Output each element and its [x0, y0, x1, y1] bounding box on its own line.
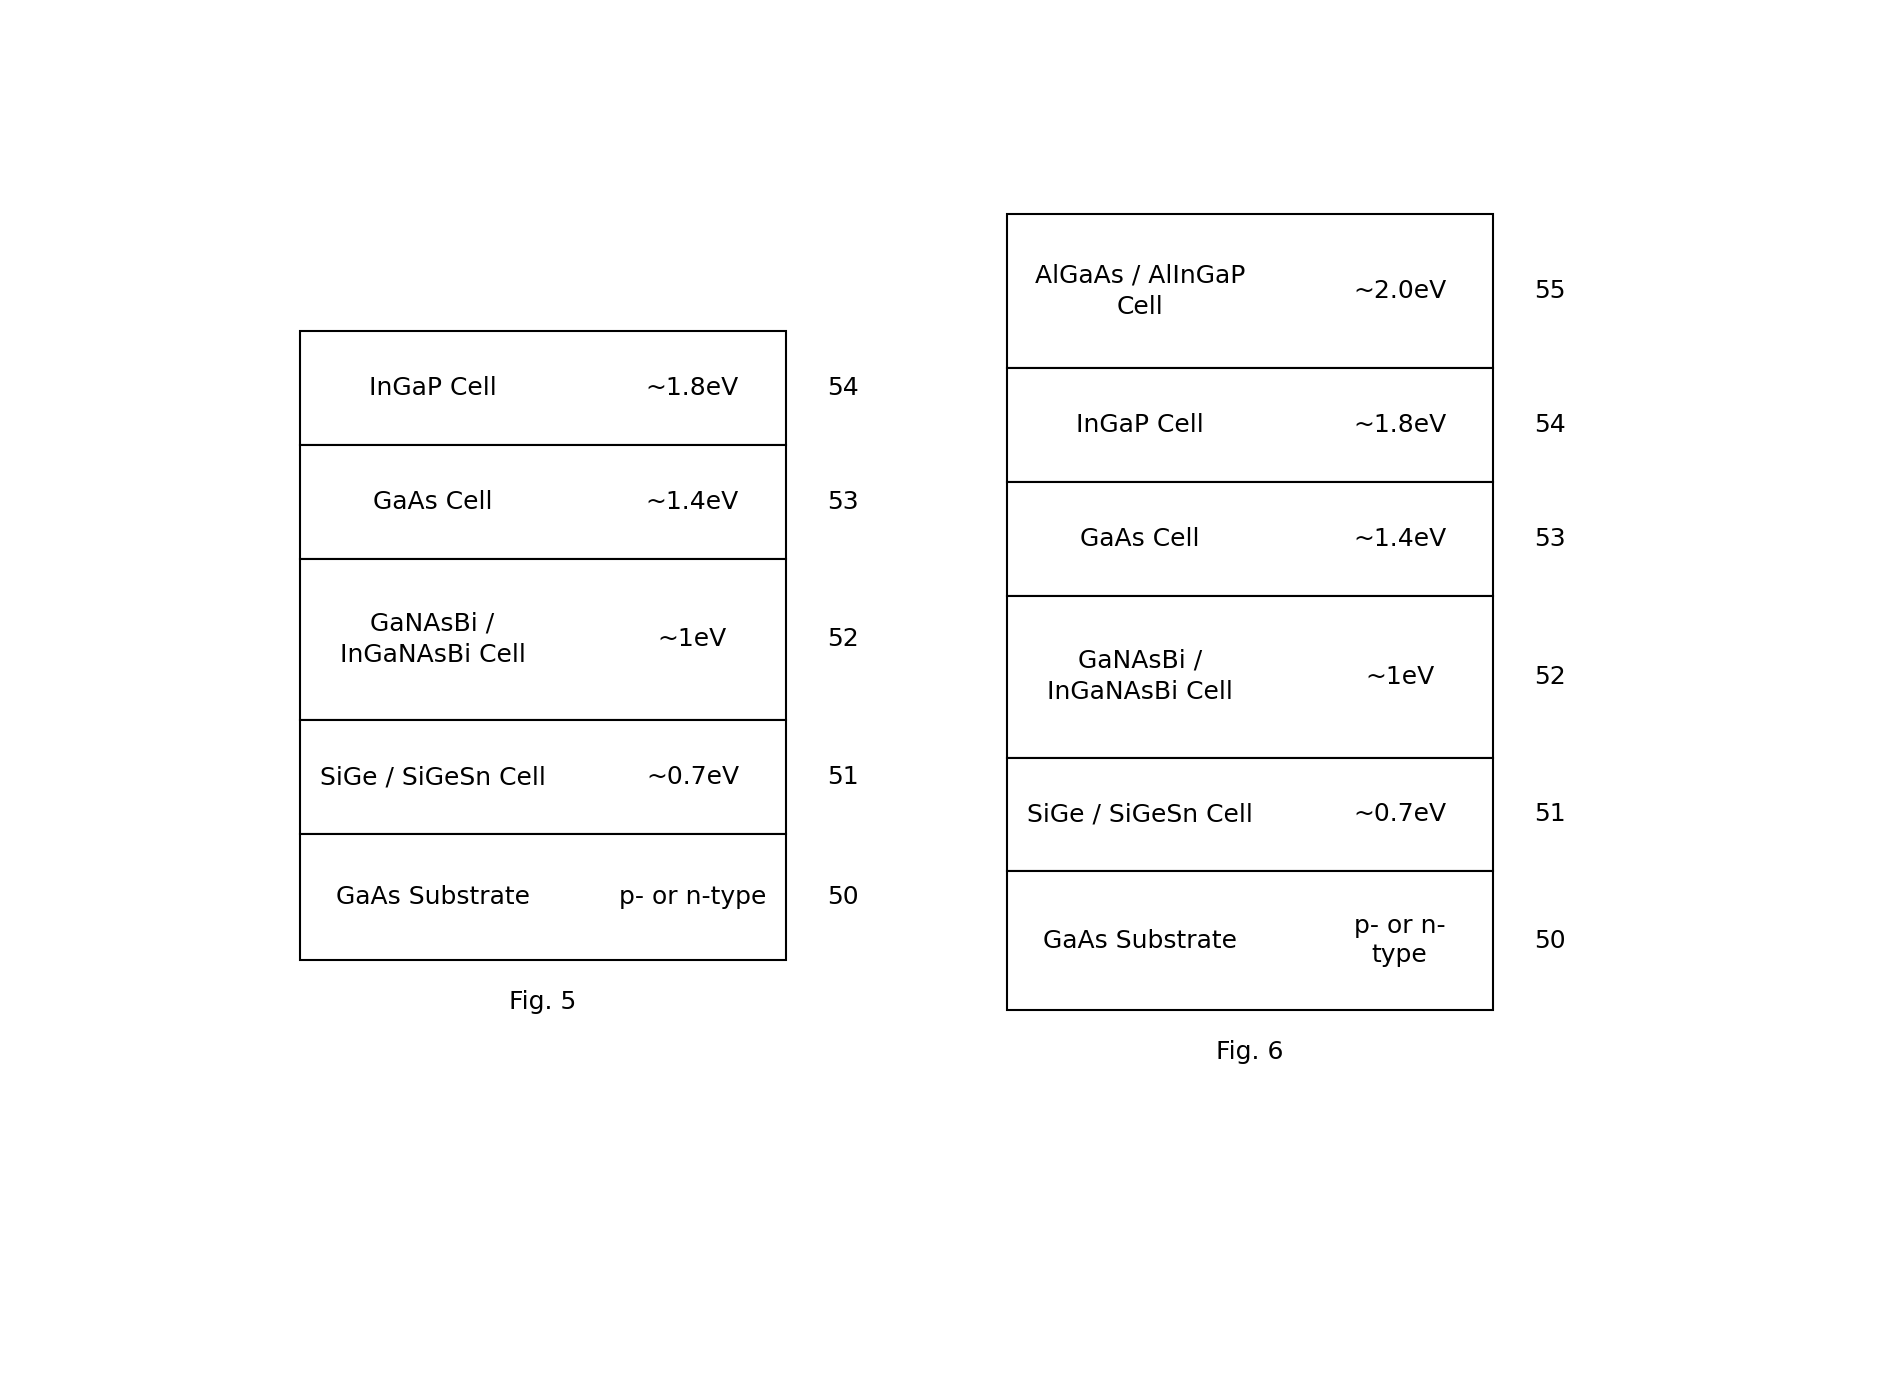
Text: ~2.0eV: ~2.0eV	[1354, 279, 1447, 303]
Text: Fig. 5: Fig. 5	[509, 991, 576, 1014]
Bar	[300, 720, 785, 835]
Bar	[1008, 757, 1492, 872]
Bar	[1008, 596, 1492, 757]
Text: ~1eV: ~1eV	[658, 627, 726, 651]
Text: GaNAsBi /
InGaNAsBi Cell: GaNAsBi / InGaNAsBi Cell	[1047, 648, 1232, 705]
Bar	[300, 445, 785, 558]
Text: 52: 52	[827, 627, 859, 651]
Text: 50: 50	[1534, 929, 1566, 952]
Text: ~1.4eV: ~1.4eV	[1354, 527, 1447, 551]
Text: InGaP Cell: InGaP Cell	[369, 376, 496, 399]
Text: 50: 50	[827, 884, 859, 909]
Text: ~1.8eV: ~1.8eV	[646, 376, 739, 399]
Text: InGaP Cell: InGaP Cell	[1076, 413, 1203, 437]
Bar	[1008, 368, 1492, 482]
Text: 53: 53	[827, 489, 859, 514]
Text: SiGe / SiGeSn Cell: SiGe / SiGeSn Cell	[319, 766, 546, 789]
Text: 51: 51	[1534, 803, 1566, 826]
Bar	[1008, 482, 1492, 596]
Text: 53: 53	[1534, 527, 1566, 551]
Bar	[300, 835, 785, 959]
Text: GaAs Substrate: GaAs Substrate	[1044, 929, 1238, 952]
Text: 52: 52	[1534, 665, 1566, 688]
Bar	[1008, 214, 1492, 368]
Bar	[300, 558, 785, 720]
Text: GaNAsBi /
InGaNAsBi Cell: GaNAsBi / InGaNAsBi Cell	[340, 612, 525, 668]
Text: GaAs Cell: GaAs Cell	[373, 489, 492, 514]
Text: ~1.8eV: ~1.8eV	[1354, 413, 1447, 437]
Text: GaAs Cell: GaAs Cell	[1080, 527, 1200, 551]
Text: 55: 55	[1534, 279, 1566, 303]
Text: ~0.7eV: ~0.7eV	[646, 766, 739, 789]
Text: ~1eV: ~1eV	[1365, 665, 1433, 688]
Text: p- or n-type: p- or n-type	[620, 884, 766, 909]
Text: 54: 54	[1534, 413, 1566, 437]
Text: ~1.4eV: ~1.4eV	[646, 489, 739, 514]
Text: 54: 54	[827, 376, 859, 399]
Text: SiGe / SiGeSn Cell: SiGe / SiGeSn Cell	[1027, 803, 1253, 826]
Text: Fig. 6: Fig. 6	[1217, 1041, 1283, 1064]
Bar	[300, 330, 785, 445]
Text: ~0.7eV: ~0.7eV	[1354, 803, 1447, 826]
Text: 51: 51	[827, 766, 859, 789]
Text: GaAs Substrate: GaAs Substrate	[336, 884, 530, 909]
Bar	[1008, 872, 1492, 1010]
Text: p- or n-
type: p- or n- type	[1354, 914, 1445, 967]
Text: AlGaAs / AlInGaP
Cell: AlGaAs / AlInGaP Cell	[1034, 263, 1245, 319]
